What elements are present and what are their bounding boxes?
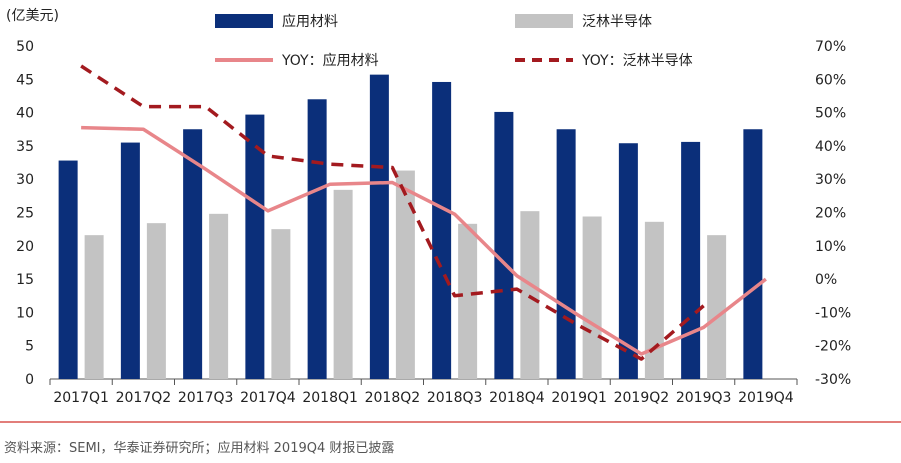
right-y-tick-label: 30% — [815, 172, 846, 188]
bars — [58, 74, 763, 380]
bar-lam-research — [582, 216, 602, 379]
left-y-tick-label: 30 — [16, 172, 34, 188]
legend-swatch-lam-research — [515, 14, 573, 28]
right-y-tick-label: -20% — [815, 339, 851, 355]
right-y-tick-label: 70% — [815, 39, 846, 55]
x-tick-label: 2018Q1 — [302, 390, 358, 406]
bar-lam-research — [209, 213, 229, 379]
bar-lam-research — [271, 229, 291, 379]
left-y-tick-label: 10 — [16, 305, 34, 321]
bar-applied-materials — [494, 111, 514, 380]
bar-applied-materials — [556, 129, 576, 379]
left-y-tick-label: 5 — [25, 339, 34, 355]
x-tick-label: 2017Q3 — [178, 390, 234, 406]
x-tick-label: 2017Q4 — [240, 390, 296, 406]
x-tick-label: 2019Q2 — [614, 390, 670, 406]
x-tick-label: 2018Q2 — [365, 390, 421, 406]
bar-applied-materials — [120, 142, 140, 379]
right-y-tick-label: 10% — [815, 239, 846, 255]
x-tick-label: 2017Q1 — [53, 390, 109, 406]
bar-lam-research — [333, 189, 353, 379]
x-tick-label: 2019Q3 — [676, 390, 732, 406]
source-note: 资料来源：SEMI，华泰证券研究所；应用材料 2019Q4 财报已披露 — [4, 440, 394, 456]
bar-applied-materials — [307, 99, 327, 379]
bar-applied-materials — [58, 160, 78, 379]
bar-applied-materials — [681, 141, 701, 379]
x-tick-label: 2017Q2 — [116, 390, 172, 406]
left-y-tick-label: 20 — [16, 239, 34, 255]
bar-lam-research — [458, 223, 478, 379]
bar-applied-materials — [183, 129, 203, 379]
axes: 2017Q1 2017Q2 2017Q3 2017Q4 2018Q1 2018Q2 2018… — [16, 39, 851, 406]
bar-applied-materials — [618, 143, 638, 379]
left-y-tick-label: 50 — [16, 39, 34, 55]
left-y-tick-label: 0 — [25, 372, 34, 388]
x-tick-label: 2019Q4 — [738, 390, 794, 406]
left-y-tick-label: 40 — [16, 106, 34, 122]
bar-lam-research — [395, 170, 415, 379]
right-y-tick-label: -10% — [815, 305, 851, 321]
legend-label-yoy-lam-research: YOY：泛林半导体 — [581, 53, 693, 69]
left-axis-unit-label: (亿美元) — [6, 8, 59, 24]
left-y-tick-label: 25 — [16, 206, 34, 222]
legend-label-applied-materials: 应用材料 — [282, 13, 338, 30]
legend-label-lam-research: 泛林半导体 — [582, 14, 652, 30]
right-y-tick-label: 50% — [815, 106, 846, 122]
bar-applied-materials — [432, 81, 452, 380]
left-y-tick-label: 15 — [16, 272, 34, 288]
bar-applied-materials — [245, 114, 265, 380]
right-y-tick-label: -30% — [815, 372, 851, 388]
legend-swatch-applied-materials — [215, 14, 273, 28]
left-y-tick-label: 45 — [16, 72, 34, 88]
line-yoy-lam-research — [80, 64, 705, 361]
right-y-tick-label: 0% — [815, 272, 837, 288]
bar-applied-materials — [369, 74, 389, 379]
right-y-tick-label: 20% — [815, 206, 846, 222]
x-tick-label: 2018Q3 — [427, 390, 483, 406]
right-y-tick-label: 40% — [815, 139, 846, 155]
bar-applied-materials — [743, 129, 763, 379]
legend: 应用材料 泛林半导体 YOY：应用材料 YOY：泛林半导体 — [215, 13, 693, 69]
legend-label-yoy-applied-materials: YOY：应用材料 — [281, 52, 379, 69]
bar-lam-research — [146, 223, 166, 379]
x-tick-label: 2018Q4 — [489, 390, 545, 406]
lines — [80, 64, 767, 361]
right-y-tick-label: 60% — [815, 72, 846, 88]
bar-lam-research — [707, 235, 727, 379]
left-y-tick-label: 35 — [16, 139, 34, 155]
bar-lam-research — [84, 235, 104, 379]
bar-lam-research — [644, 221, 664, 379]
x-tick-label: 2019Q1 — [551, 390, 607, 406]
